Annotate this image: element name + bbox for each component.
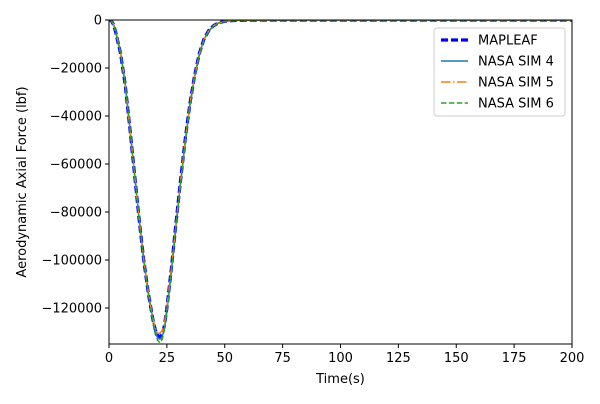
legend-label: NASA SIM 5 — [478, 76, 554, 91]
x-axis: 0 25 50 75 100 125 150 175 200 — [105, 344, 585, 366]
y-axis: 0 −20000 −40000 −60000 −80000 −100000 −120000 — [41, 14, 109, 317]
legend-label: MAPLEAF — [478, 34, 538, 49]
legend: MAPLEAF NASA SIM 4 NASA SIM 5 NASA SIM 6 — [433, 27, 566, 117]
series-line-4 — [109, 20, 572, 344]
x-tick-label: 125 — [386, 351, 411, 366]
x-tick-label: 175 — [502, 351, 527, 366]
y-tick-label: −80000 — [50, 206, 102, 221]
y-tick-label: −20000 — [50, 62, 102, 77]
y-tick-label: −120000 — [41, 302, 102, 317]
x-tick-label: 25 — [159, 351, 176, 366]
x-tick-label: 50 — [216, 351, 233, 366]
legend-label: NASA SIM 6 — [478, 97, 554, 112]
y-tick-label: −40000 — [50, 110, 102, 125]
y-tick-label: 0 — [94, 14, 102, 29]
x-tick-label: 0 — [105, 351, 113, 366]
x-tick-label: 75 — [274, 351, 291, 366]
x-tick-label: 100 — [328, 351, 353, 366]
x-tick-label: 150 — [444, 351, 469, 366]
legend-box — [433, 27, 566, 117]
x-tick-label: 200 — [560, 351, 585, 366]
y-tick-label: −60000 — [50, 158, 102, 173]
legend-label: NASA SIM 4 — [478, 55, 554, 70]
x-axis-label: Time(s) — [315, 372, 365, 387]
y-tick-label: −100000 — [41, 254, 102, 269]
y-axis-label: Aerodynamic Axial Force (lbf) — [15, 86, 30, 277]
